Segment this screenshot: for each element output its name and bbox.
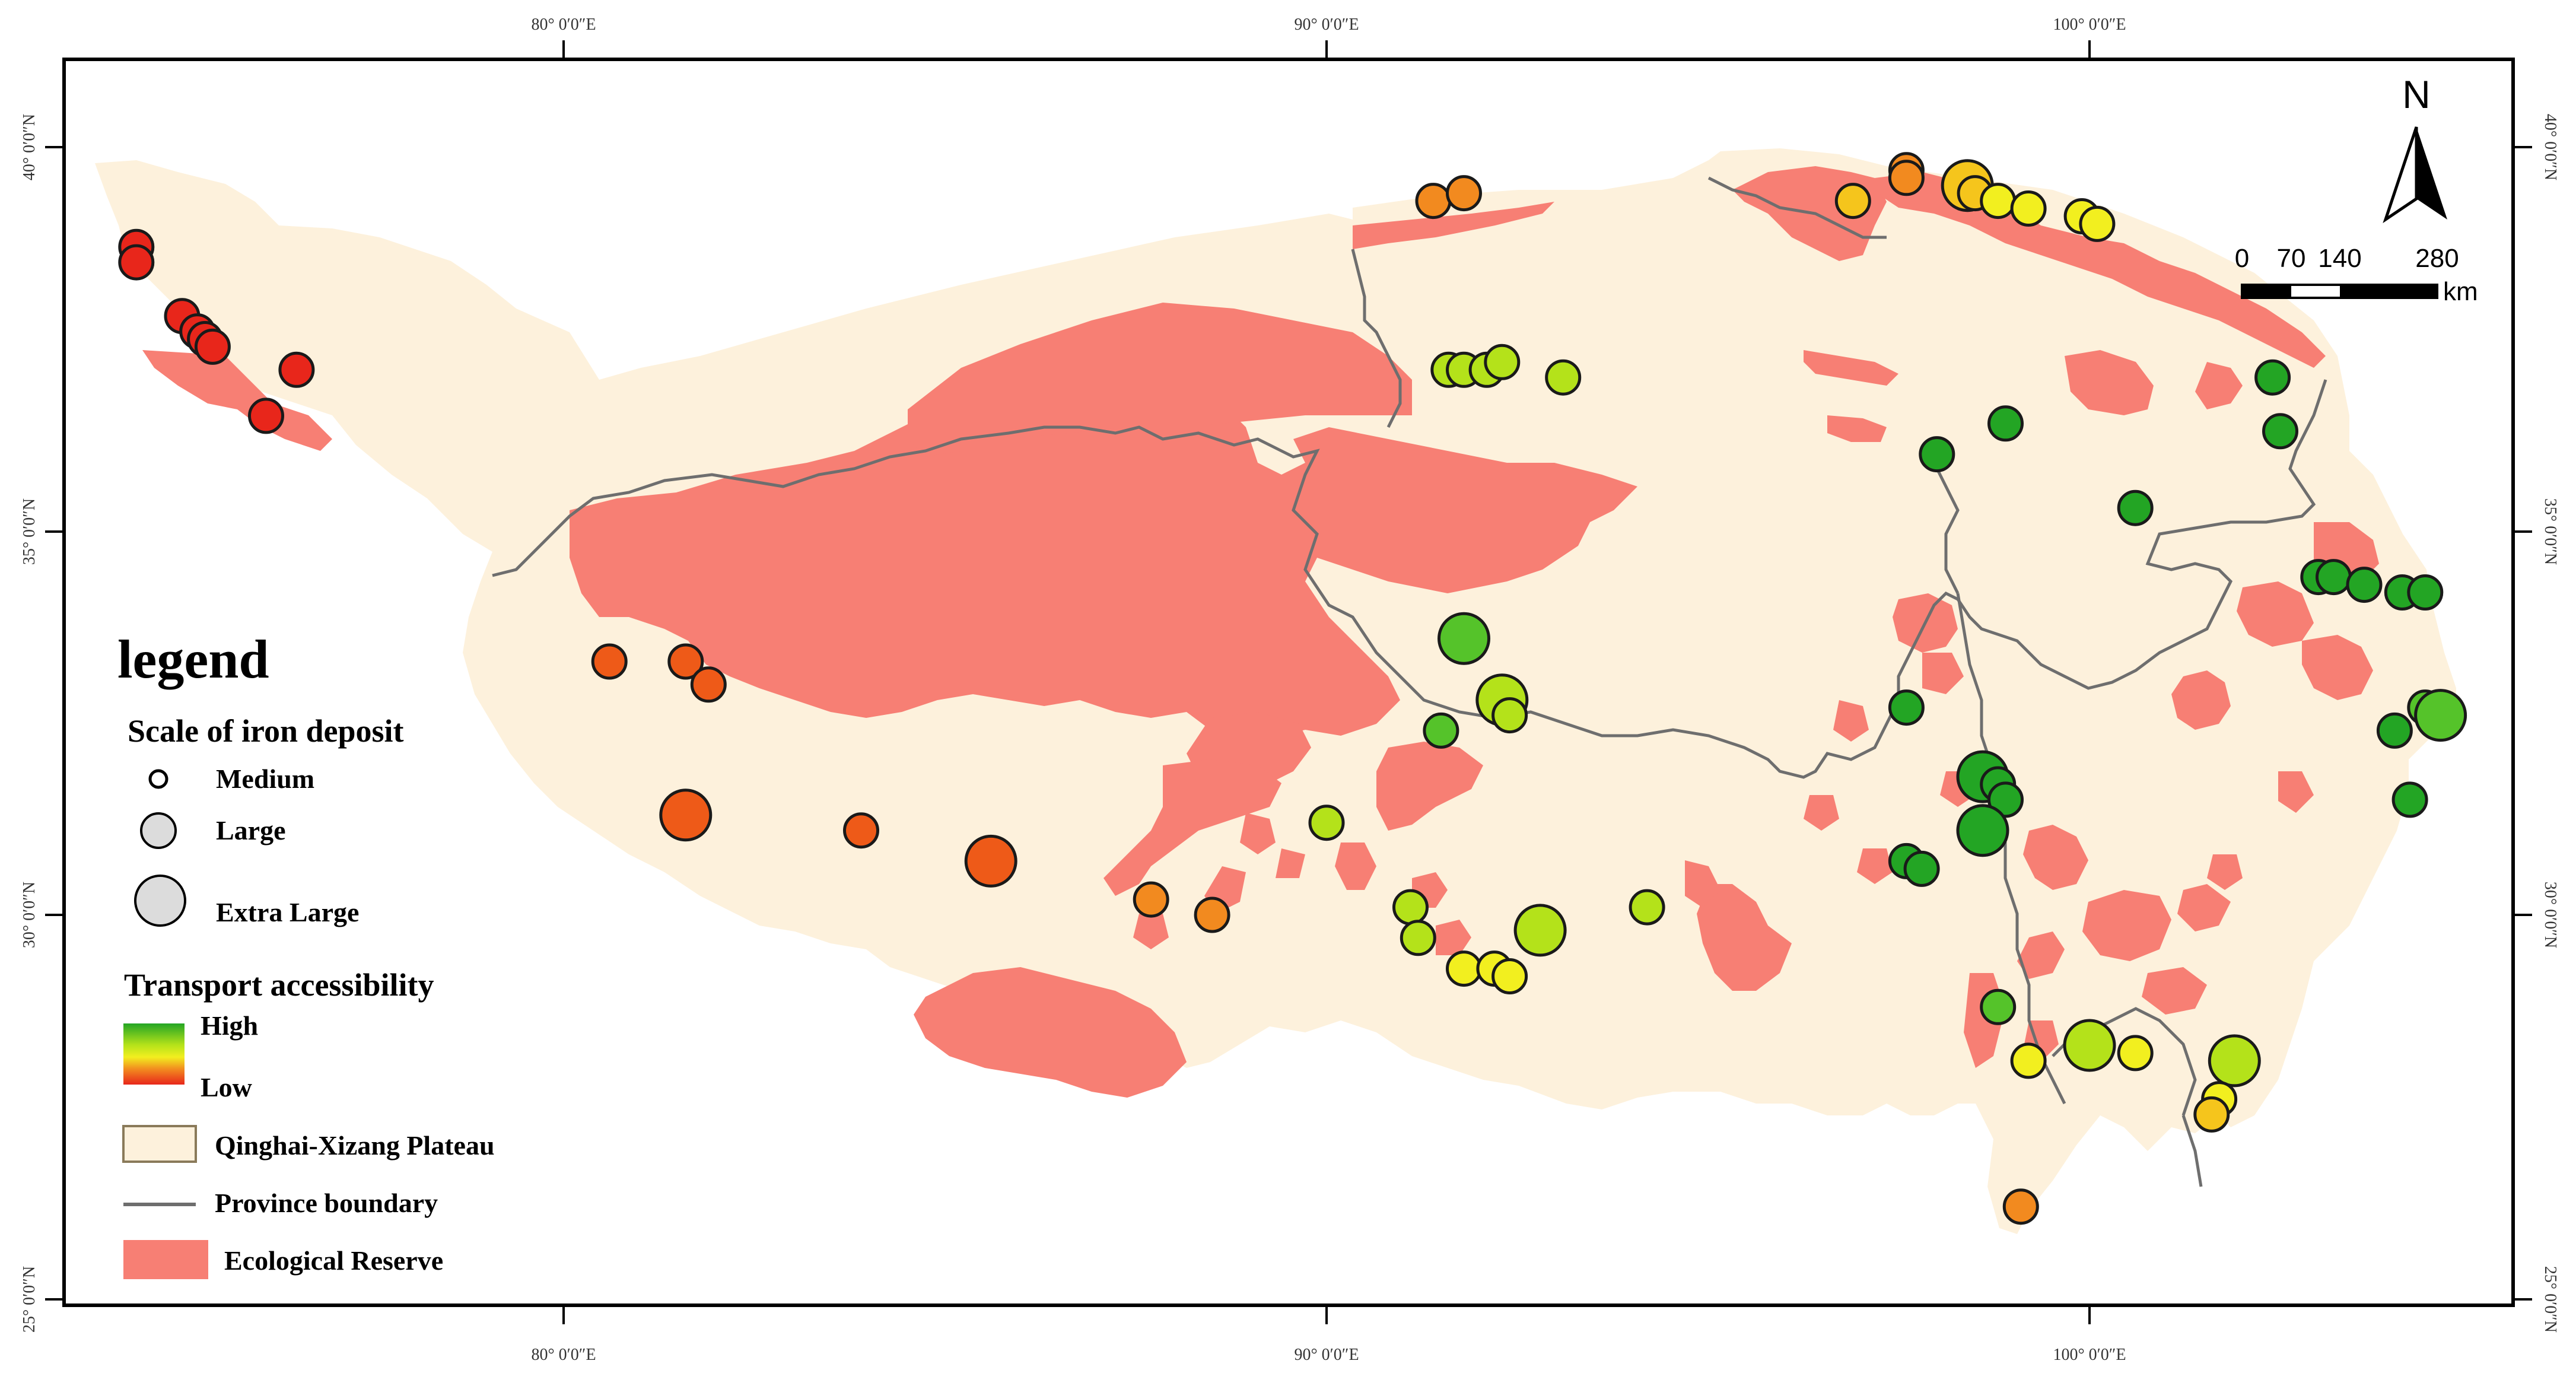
iron-deposit-marker <box>1919 436 1955 473</box>
legend-access-heading: Transport accessibility <box>124 967 434 1003</box>
legend-large-label: Large <box>216 815 286 845</box>
iron-deposit-marker <box>1194 896 1230 933</box>
lat-label-40-right: 40° 0′0″N <box>2541 114 2559 180</box>
iron-deposit-marker <box>2414 689 2467 742</box>
iron-deposit-marker <box>2391 781 2428 818</box>
iron-deposit-marker <box>1415 183 1452 220</box>
iron-deposit-marker <box>1484 344 1521 380</box>
lat-label-25-left: 25° 0′0″N <box>20 1266 39 1333</box>
lat-label-30-right: 30° 0′0″N <box>2541 882 2559 948</box>
iron-deposit-marker <box>667 643 704 680</box>
province-boundaries <box>492 176 2327 1187</box>
legend-medium-symbol <box>148 769 168 789</box>
legend-access-ramp <box>123 1023 185 1085</box>
iron-deposit-marker <box>591 643 628 680</box>
legend-extra-large-label: Extra Large <box>216 897 359 927</box>
iron-deposit-marker <box>248 398 284 434</box>
legend-reserve-label: Ecological Reserve <box>224 1245 443 1276</box>
legend-access-low: Low <box>201 1072 252 1102</box>
lat-label-25-right: 25° 0′0″N <box>2541 1266 2559 1333</box>
iron-deposit-marker <box>1980 988 2017 1025</box>
iron-deposit-marker <box>2407 574 2444 611</box>
iron-deposit-marker <box>1987 781 2024 818</box>
iron-deposit-marker <box>2262 413 2298 450</box>
lat-label-40-left: 40° 0′0″N <box>20 114 39 180</box>
lon-label-90-top: 90° 0′0″E <box>1294 15 1359 34</box>
iron-deposits <box>118 152 2467 1225</box>
iron-deposit-marker <box>2316 559 2352 596</box>
legend-scale-heading: Scale of iron deposit <box>128 713 404 749</box>
iron-deposit-marker <box>2376 712 2413 749</box>
iron-deposit-marker <box>278 351 315 388</box>
iron-deposit-marker <box>1956 804 2009 857</box>
iron-deposit-marker <box>1629 889 1665 926</box>
lon-label-80-bottom: 80° 0′0″E <box>531 1346 596 1364</box>
iron-deposit-marker <box>1423 712 1459 749</box>
legend-boundary-label: Province boundary <box>215 1188 438 1218</box>
iron-deposit-marker <box>1133 881 1169 918</box>
iron-deposit-marker <box>118 244 155 281</box>
iron-deposit-marker <box>1888 689 1925 726</box>
iron-deposit-marker <box>1987 405 2024 442</box>
iron-deposit-marker <box>2117 1035 2154 1072</box>
scale-bar: 0 70 140 280 km <box>2235 244 2478 306</box>
iron-deposit-marker <box>1888 160 1925 196</box>
iron-deposit-marker <box>1392 889 1429 926</box>
iron-deposit-marker <box>1980 183 2017 220</box>
iron-deposit-marker <box>1491 958 1528 994</box>
legend: legend Scale of iron deposit Medium Larg… <box>117 629 495 1279</box>
legend-title: legend <box>117 629 269 689</box>
iron-deposit-marker <box>2254 359 2291 396</box>
iron-deposit-marker <box>964 834 1017 888</box>
iron-deposit-marker <box>1308 805 1345 841</box>
legend-large-symbol <box>140 812 177 849</box>
iron-deposit-marker <box>2002 1188 2039 1225</box>
iron-deposit-marker <box>194 328 231 365</box>
legend-extra-large-symbol <box>134 875 186 927</box>
lat-label-35-right: 35° 0′0″N <box>2541 498 2559 565</box>
scale-tick-140: 140 <box>2318 244 2361 273</box>
lon-label-90-bottom: 90° 0′0″E <box>1294 1346 1359 1364</box>
lon-label-100-top: 100° 0′0″E <box>2053 15 2126 34</box>
north-arrow-icon <box>2383 126 2447 224</box>
iron-deposit-marker <box>2010 1042 2047 1079</box>
iron-deposit-marker <box>1400 920 1436 956</box>
lon-label-80-top: 80° 0′0″E <box>531 15 596 34</box>
scale-tick-70: 70 <box>2277 244 2306 273</box>
legend-plateau-swatch <box>122 1125 197 1163</box>
scale-unit: km <box>2443 277 2478 306</box>
frame-ticks <box>45 40 2532 1324</box>
scale-tick-0: 0 <box>2235 244 2249 273</box>
lon-label-100-bottom: 100° 0′0″E <box>2053 1346 2126 1364</box>
lat-label-30-left: 30° 0′0″N <box>20 882 39 948</box>
iron-deposit-marker <box>2063 1019 2116 1072</box>
iron-deposit-marker <box>1446 950 1482 987</box>
iron-deposit-marker <box>1438 612 1490 665</box>
iron-deposit-marker <box>2346 567 2383 603</box>
iron-deposit-marker <box>1834 183 1871 220</box>
iron-deposit-marker <box>2010 190 2047 227</box>
iron-deposit-marker <box>1446 175 1482 212</box>
north-arrow: N <box>2383 72 2447 224</box>
north-label: N <box>2402 72 2431 116</box>
iron-deposit-marker <box>2193 1096 2230 1133</box>
iron-deposit-marker <box>2079 205 2116 242</box>
iron-deposit-marker <box>690 666 727 703</box>
graticule-labels: 80° 0′0″E 90° 0′0″E 100° 0′0″E 80° 0′0″E… <box>20 15 2559 1364</box>
iron-deposit-marker <box>2208 1034 2261 1088</box>
iron-deposit-marker <box>659 789 713 842</box>
legend-reserve-swatch <box>123 1240 208 1279</box>
iron-deposit-marker <box>2117 489 2154 526</box>
iron-deposit-marker <box>1903 850 1940 887</box>
legend-access-high: High <box>201 1010 258 1041</box>
iron-deposit-marker <box>843 812 879 849</box>
legend-plateau-label: Qinghai-Xizang Plateau <box>215 1130 495 1161</box>
scale-tick-280: 280 <box>2415 244 2459 273</box>
lat-label-35-left: 35° 0′0″N <box>20 498 39 565</box>
iron-deposit-marker <box>1545 359 1582 396</box>
iron-deposit-marker <box>1513 904 1567 957</box>
legend-medium-label: Medium <box>216 764 314 794</box>
iron-deposit-marker <box>1491 697 1528 734</box>
